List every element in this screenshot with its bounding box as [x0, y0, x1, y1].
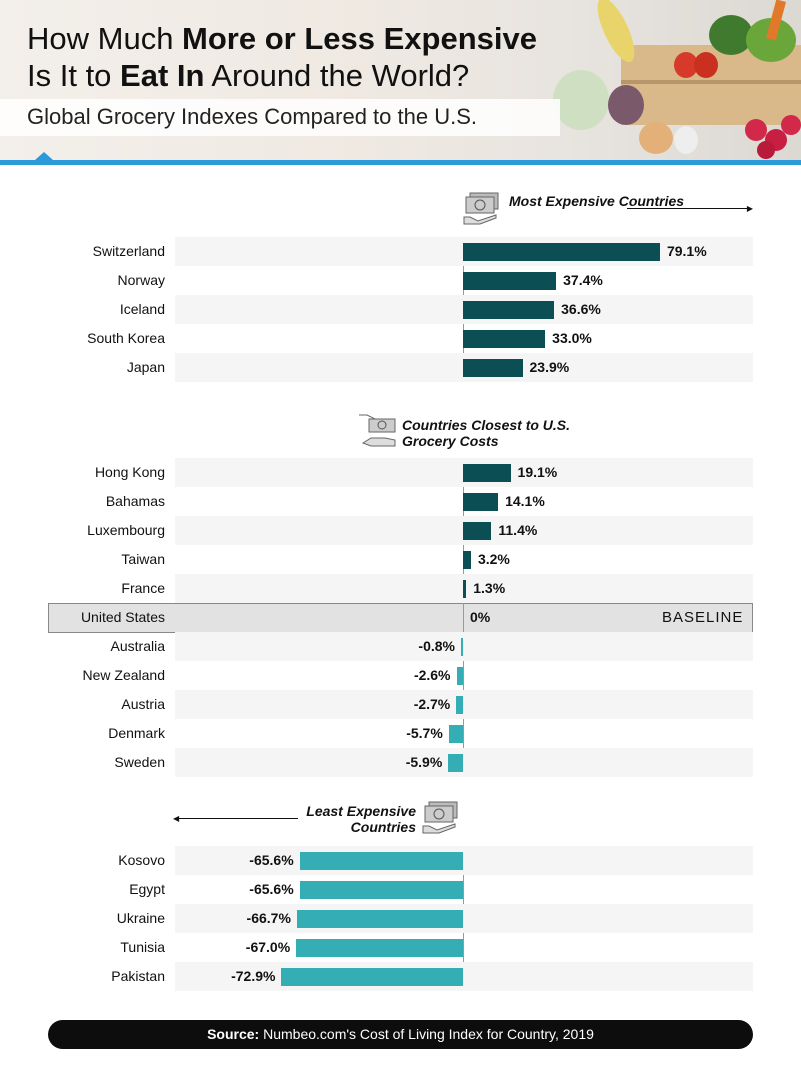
category-label: Bahamas [105, 493, 165, 509]
value-label: -5.7% [406, 725, 443, 741]
chart-row [175, 690, 753, 719]
category-label: Japan [126, 359, 165, 375]
value-label: 1.3% [473, 580, 506, 596]
chart-row [175, 661, 753, 690]
section-title-least-expensive: Least Expensive Countries [306, 803, 416, 835]
value-label: -67.0% [245, 939, 291, 955]
value-label: 23.9% [529, 359, 570, 375]
category-label: Switzerland [92, 243, 165, 259]
bar [463, 522, 492, 540]
bar [463, 272, 557, 290]
bar [463, 464, 511, 482]
money-hand-icon [422, 801, 458, 834]
category-label: Norway [117, 272, 165, 288]
chart-row [175, 846, 753, 875]
chart-row [175, 904, 753, 933]
chart-row [175, 748, 753, 777]
value-label: -0.8% [418, 638, 455, 654]
bar [281, 968, 463, 986]
bar [463, 243, 660, 261]
right-arrow-icon: ▶ [627, 204, 753, 213]
value-label: -2.7% [413, 696, 451, 712]
value-label: 0% [470, 609, 491, 625]
bar [456, 696, 463, 714]
category-label: South Korea [87, 330, 165, 346]
subtitle-band [0, 99, 560, 136]
chart-row [175, 962, 753, 991]
category-label: United States [80, 609, 165, 625]
category-label: Luxembourg [87, 522, 165, 538]
bar [463, 301, 555, 319]
category-label: Egypt [129, 881, 165, 897]
value-label: -5.9% [405, 754, 443, 770]
bar [463, 551, 471, 569]
category-label: Pakistan [111, 968, 165, 984]
bar [296, 910, 463, 928]
section-title-closest: Countries Closest to U.S. Grocery Costs [402, 417, 571, 449]
bar [296, 939, 463, 957]
category-label: New Zealand [82, 667, 166, 683]
category-label: Ukraine [116, 910, 165, 926]
header-banner: How Much More or Less Expensive Is It to… [0, 0, 801, 160]
zero-axis-line [463, 458, 464, 777]
bar [463, 493, 499, 511]
value-label: 14.1% [505, 493, 545, 509]
bar [448, 754, 463, 772]
category-label: Austria [121, 696, 165, 712]
bar [461, 638, 463, 656]
value-label: -65.6% [249, 852, 294, 868]
value-label: 36.6% [561, 301, 601, 317]
money-hand-icon [463, 192, 499, 225]
category-label: Taiwan [121, 551, 165, 567]
source-footer: Source: Numbeo.com's Cost of Living Inde… [48, 1020, 753, 1049]
value-label: -2.6% [413, 667, 451, 683]
bar [299, 852, 463, 870]
pointer-triangle [35, 152, 53, 160]
value-label: -65.6% [249, 881, 294, 897]
vegetable-crate-image [553, 0, 801, 159]
money-exchange-icon [359, 414, 396, 447]
category-label: Australia [110, 638, 165, 654]
baseline-label: BASELINE [662, 609, 744, 626]
bar [448, 725, 463, 743]
value-label: 37.4% [563, 272, 603, 288]
chart-row [175, 632, 753, 661]
value-label: 19.1% [517, 464, 558, 480]
bar [463, 359, 523, 377]
value-label: 3.2% [477, 551, 510, 567]
category-label: Denmark [108, 725, 165, 741]
value-label: 79.1% [666, 243, 707, 259]
section-title-most-expensive: Most Expensive Countries [509, 193, 685, 209]
left-arrow-icon: ◀ [173, 814, 298, 823]
chart-row [175, 719, 753, 748]
category-label: Kosovo [118, 852, 165, 868]
page-subtitle: Global Grocery Indexes Compared to the U… [27, 104, 477, 129]
bar [299, 881, 463, 899]
value-label: 11.4% [498, 522, 538, 538]
category-label: France [121, 580, 165, 596]
category-label: Iceland [119, 301, 165, 317]
value-label: -72.9% [231, 968, 276, 984]
bar [456, 667, 463, 685]
value-label: -66.7% [246, 910, 291, 926]
category-label: Hong Kong [94, 464, 165, 480]
value-label: 33.0% [552, 330, 592, 346]
category-label: Sweden [114, 754, 165, 770]
category-label: Tunisia [120, 939, 165, 955]
bar [463, 580, 467, 598]
page-title: How Much More or Less Expensive Is It to… [27, 21, 537, 93]
header-divider [0, 160, 801, 165]
bar [463, 330, 546, 348]
